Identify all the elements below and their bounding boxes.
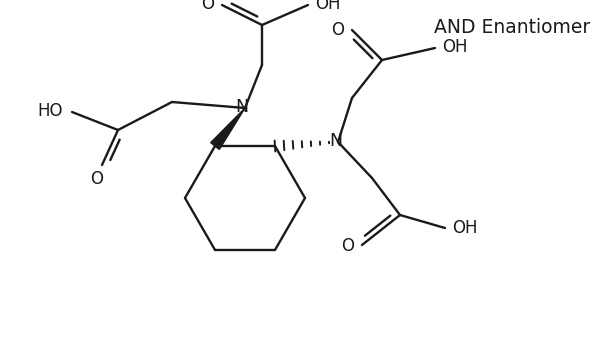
Text: AND Enantiomer: AND Enantiomer: [434, 18, 590, 37]
Text: O: O: [201, 0, 215, 13]
Text: O: O: [332, 21, 344, 39]
Text: OH: OH: [316, 0, 341, 13]
Text: HO: HO: [37, 102, 63, 120]
Text: O: O: [341, 237, 355, 255]
Text: N: N: [329, 132, 343, 150]
Polygon shape: [211, 108, 245, 149]
Text: OH: OH: [452, 219, 478, 237]
Text: OH: OH: [442, 38, 468, 56]
Text: O: O: [91, 170, 103, 188]
Text: N: N: [236, 98, 249, 116]
